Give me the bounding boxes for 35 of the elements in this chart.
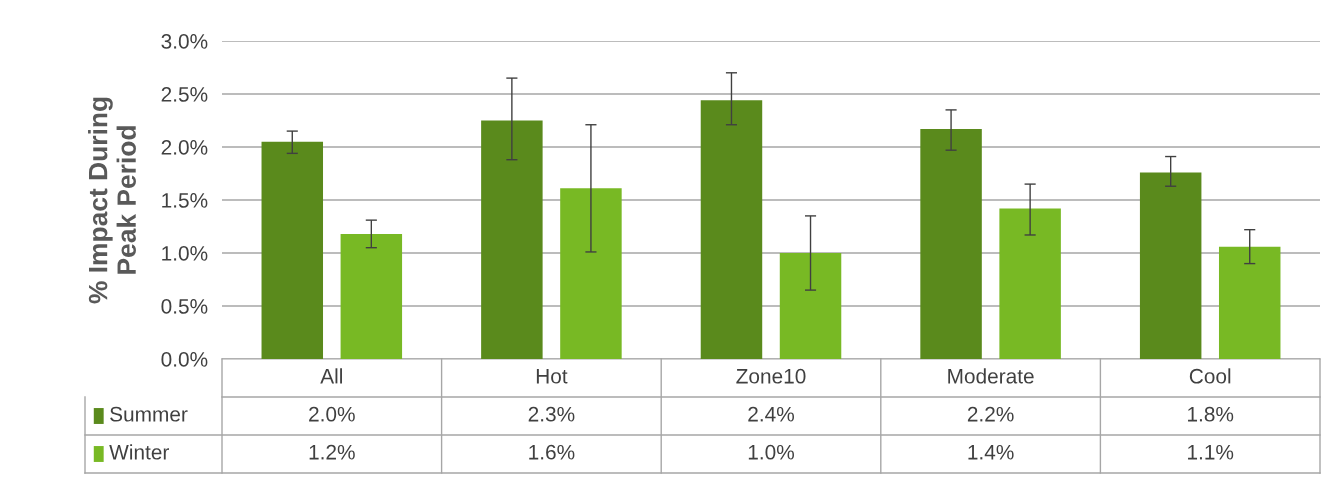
data-label: 2.2% [967, 406, 1014, 422]
x-tick-label: Cool [1189, 368, 1231, 384]
data-label: 1.4% [968, 444, 1014, 460]
bar [999, 208, 1061, 359]
data-label: 1.2% [309, 444, 355, 460]
bar [1139, 172, 1202, 359]
y-tick-label: 2.0% [161, 140, 208, 155]
x-tick-label: Zone10 [736, 368, 806, 384]
data-label: 1.1% [1188, 444, 1234, 460]
y-tick-label: 0.5% [161, 299, 208, 314]
bar [340, 233, 403, 359]
y-axis-title: % Impact During Peak Period [88, 97, 136, 304]
data-label: 1.0% [748, 444, 794, 460]
data-label: 2.3% [528, 406, 575, 422]
data-label: 2.4% [748, 406, 794, 422]
x-tick-label: All [320, 368, 342, 384]
x-tick-label: Hot [536, 369, 568, 384]
legend-label: Summer [110, 406, 188, 422]
y-tick-label: 0.0% [161, 352, 208, 367]
bar [920, 128, 982, 359]
bar [261, 141, 324, 359]
bar [700, 100, 763, 359]
data-label: 1.8% [1188, 406, 1234, 422]
bar [779, 253, 842, 359]
y-tick-label: 1.5% [162, 193, 208, 208]
bar [1218, 246, 1281, 359]
data-label: 2.0% [309, 406, 355, 422]
y-tick-label: 3.0% [161, 34, 208, 49]
x-tick-label: Moderate [948, 368, 1034, 384]
y-tick-label: 2.5% [161, 87, 208, 102]
legend-label: Winter [109, 444, 169, 460]
bar [560, 188, 622, 359]
y-tick-label: 1.0% [162, 246, 208, 261]
data-label: 1.6% [529, 444, 575, 460]
bar [481, 120, 543, 359]
